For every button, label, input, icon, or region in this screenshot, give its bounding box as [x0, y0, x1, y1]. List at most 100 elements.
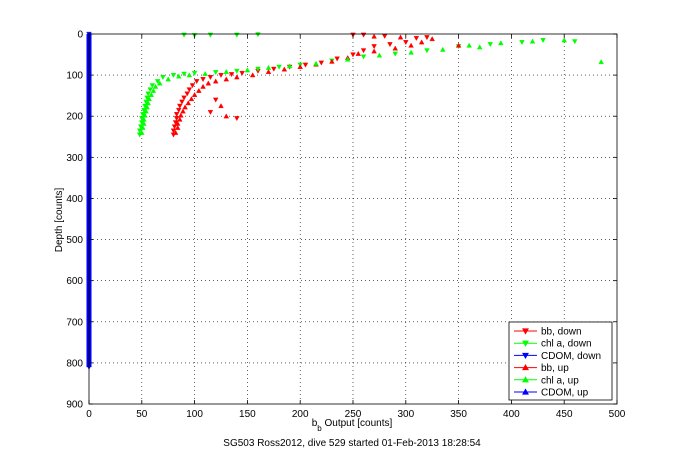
legend-label: CDOM, down [541, 351, 601, 362]
x-tick-label: 100 [186, 409, 203, 420]
data-point [371, 33, 377, 39]
data-point [143, 108, 149, 114]
legend-label: chl a, up [541, 375, 579, 386]
data-point [397, 34, 404, 40]
data-point [176, 73, 182, 79]
data-point [180, 108, 186, 114]
data-point [150, 87, 157, 93]
data-point [188, 96, 195, 102]
data-point [440, 46, 446, 52]
x-tick-label: 50 [136, 409, 148, 420]
data-point [408, 49, 414, 55]
legend-marker [522, 328, 529, 335]
y-tick-label: 300 [66, 153, 83, 164]
data-point [281, 66, 288, 72]
data-point [228, 72, 235, 78]
data-point [561, 37, 567, 43]
data-point [189, 83, 196, 89]
data-point [424, 35, 430, 41]
data-point [149, 83, 156, 89]
data-point [376, 52, 383, 58]
data-point [418, 39, 425, 45]
data-point [186, 72, 193, 78]
y-axis-label: Depth [counts] [54, 188, 65, 253]
legend-item: bb, down [514, 327, 582, 338]
data-point [249, 72, 256, 78]
data-point [193, 79, 200, 85]
data-point [313, 60, 319, 66]
series-bb-up [172, 33, 462, 135]
x-tick-label: 0 [86, 409, 92, 420]
y-tick-label: 200 [66, 112, 83, 123]
data-point [334, 56, 340, 62]
data-point [234, 74, 240, 80]
data-point [212, 97, 219, 103]
legend-item: bb, up [514, 363, 569, 374]
series-chl-a-up [139, 37, 604, 135]
data-point [182, 104, 188, 110]
legend-marker [522, 376, 529, 383]
y-tick-label: 900 [66, 400, 83, 411]
chart-caption: SG503 Ross2012, dive 529 started 01-Feb-… [223, 438, 481, 449]
data-point [223, 113, 230, 119]
legend-item: chl a, up [514, 375, 579, 386]
data-point [205, 80, 212, 86]
data-point [403, 40, 409, 46]
data-point [186, 87, 193, 93]
data-point [234, 68, 240, 74]
x-tick-label: 350 [450, 409, 467, 420]
data-point [170, 72, 177, 78]
data-point [176, 107, 182, 113]
data-point [598, 59, 604, 65]
x-tick-label: 250 [345, 409, 362, 420]
data-point [212, 78, 219, 84]
data-point [265, 69, 272, 74]
data-point [276, 64, 282, 70]
data-point [244, 67, 251, 73]
x-tick-label: 400 [503, 409, 520, 420]
data-point [302, 62, 309, 68]
data-point [170, 128, 177, 134]
data-point [223, 76, 230, 82]
data-point [413, 35, 420, 41]
data-point [355, 50, 362, 56]
data-point [146, 96, 152, 102]
x-tick-label: 300 [397, 409, 414, 420]
legend-marker [522, 363, 529, 371]
data-point [165, 76, 171, 82]
legend-label: bb, up [541, 363, 569, 374]
data-point [202, 71, 208, 76]
data-point [371, 44, 377, 50]
data-point [200, 77, 206, 83]
data-point [476, 44, 483, 50]
data-point [157, 80, 163, 86]
y-tick-label: 600 [66, 276, 83, 287]
data-point [185, 100, 192, 106]
data-point [191, 70, 198, 76]
data-point [139, 129, 145, 135]
data-point [177, 103, 183, 109]
data-point [174, 120, 181, 126]
y-tick-label: 100 [66, 71, 83, 82]
data-point [455, 42, 462, 48]
data-point [234, 116, 240, 122]
data-point [529, 38, 536, 44]
data-point [360, 48, 367, 54]
legend-label: bb, down [541, 327, 582, 338]
data-point [344, 56, 351, 62]
data-point [142, 112, 148, 118]
data-point [184, 91, 190, 97]
data-point [177, 116, 183, 122]
data-point [200, 83, 206, 89]
legend-label: CDOM, up [541, 388, 589, 399]
data-point [207, 109, 214, 115]
data-point [173, 112, 180, 117]
x-tick-label: 150 [239, 409, 256, 420]
data-point [144, 104, 150, 110]
data-point [141, 120, 147, 126]
data-point [207, 75, 214, 80]
data-point [297, 64, 303, 70]
data-point [350, 52, 356, 58]
